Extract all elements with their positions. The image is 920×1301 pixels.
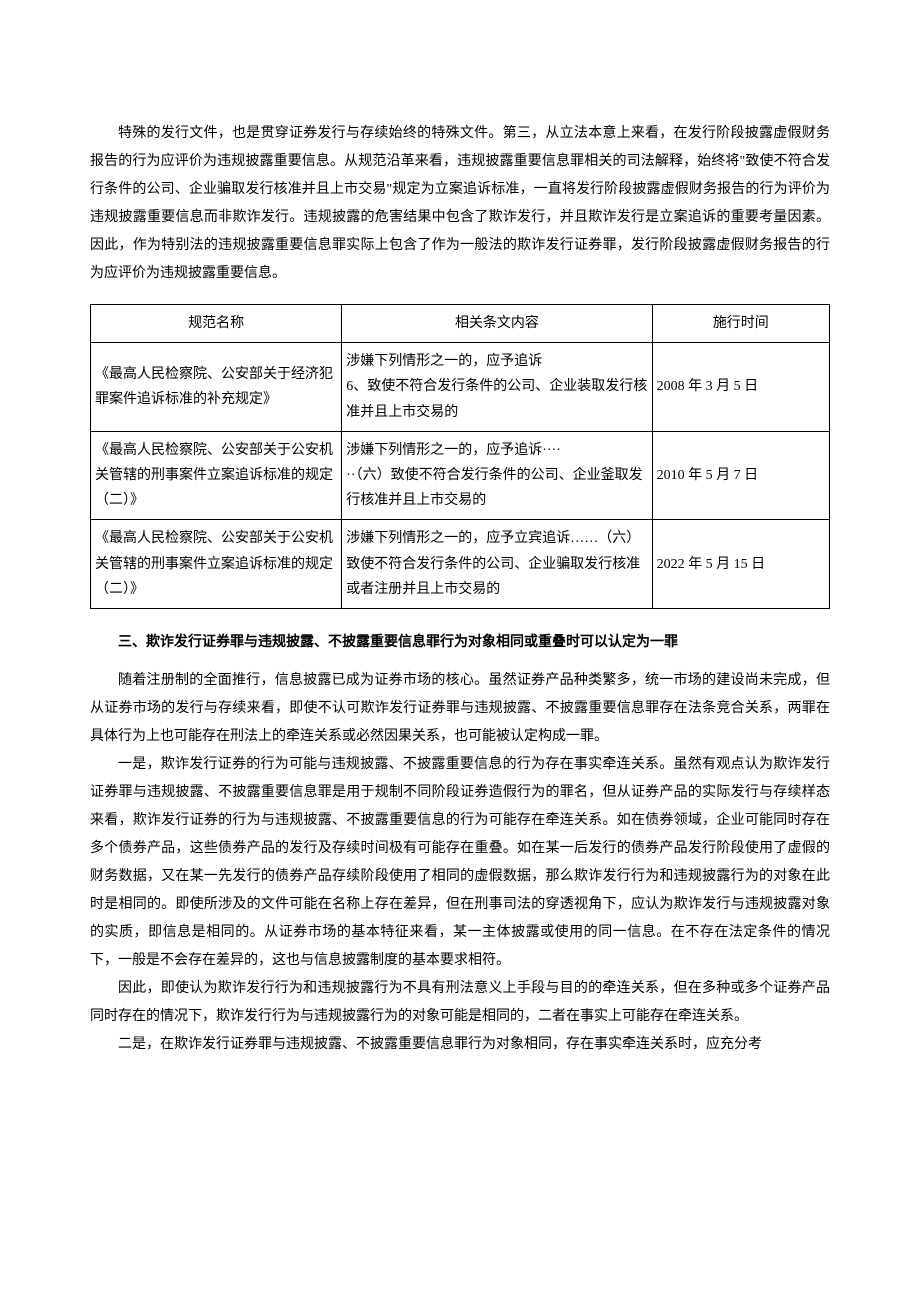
table-header-name: 规范名称	[91, 305, 342, 343]
table-cell-content: 涉嫌下列情形之一的，应予立宾追诉……（六）致使不符合发行条件的公司、企业骗取发行…	[342, 520, 652, 609]
table-header-content: 相关条文内容	[342, 305, 652, 343]
body-paragraph-1: 特殊的发行文件，也是贯穿证券发行与存续始终的特殊文件。第三，从立法本意上来看，在…	[90, 120, 830, 288]
table-cell-date: 2022 年 5 月 15 日	[652, 520, 829, 609]
section-heading-3: 三、欺诈发行证券罪与违规披露、不披露重要信息罪行为对象相同或重叠时可以认定为一罪	[90, 629, 830, 657]
table-cell-content: 涉嫌下列情形之一的，应予追诉6、致使不符合发行条件的公司、企业装取发行核准并且上…	[342, 343, 652, 432]
table-cell-name: 《最高人民检察院、公安部关于公安机关管辖的刑事案件立案追诉标准的规定（二）》	[91, 431, 342, 520]
table-cell-date: 2010 年 5 月 7 日	[652, 431, 829, 520]
table-cell-date: 2008 年 3 月 5 日	[652, 343, 829, 432]
regulation-table-container: 规范名称 相关条文内容 施行时间 《最高人民检察院、公安部关于经济犯罪案件追诉标…	[90, 304, 830, 609]
body-paragraph-3: 一是，欺诈发行证券的行为可能与违规披露、不披露重要信息的行为存在事实牵连关系。虽…	[90, 751, 830, 975]
regulation-table: 规范名称 相关条文内容 施行时间 《最高人民检察院、公安部关于经济犯罪案件追诉标…	[90, 304, 830, 609]
body-paragraph-5: 二是，在欺诈发行证券罪与违规披露、不披露重要信息罪行为对象相同，存在事实牵连关系…	[90, 1031, 830, 1059]
table-row: 《最高人民检察院、公安部关于公安机关管辖的刑事案件立案追诉标准的规定（二）》 涉…	[91, 431, 830, 520]
table-cell-content: 涉嫌下列情形之一的，应予追诉······（六）致使不符合发行条件的公司、企业釜取…	[342, 431, 652, 520]
table-row: 《最高人民检察院、公安部关于公安机关管辖的刑事案件立案追诉标准的规定（二）》 涉…	[91, 520, 830, 609]
table-header-row: 规范名称 相关条文内容 施行时间	[91, 305, 830, 343]
table-row: 《最高人民检察院、公安部关于经济犯罪案件追诉标准的补充规定》 涉嫌下列情形之一的…	[91, 343, 830, 432]
table-cell-name: 《最高人民检察院、公安部关于公安机关管辖的刑事案件立案追诉标准的规定（二）》	[91, 520, 342, 609]
table-cell-name: 《最高人民检察院、公安部关于经济犯罪案件追诉标准的补充规定》	[91, 343, 342, 432]
body-paragraph-2: 随着注册制的全面推行，信息披露已成为证券市场的核心。虽然证券产品种类繁多，统一市…	[90, 667, 830, 751]
table-header-date: 施行时间	[652, 305, 829, 343]
body-paragraph-4: 因此，即使认为欺诈发行行为和违规披露行为不具有刑法意义上手段与目的的牵连关系，但…	[90, 975, 830, 1031]
